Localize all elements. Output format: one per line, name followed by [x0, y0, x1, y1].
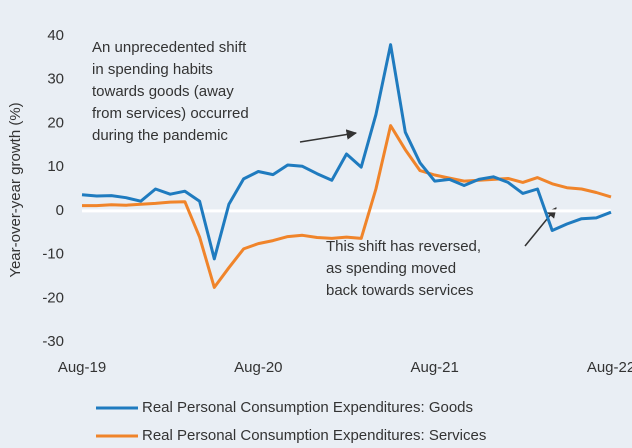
y-tick-label: 30 — [47, 71, 64, 88]
annotation: An unprecedented shift — [92, 39, 247, 56]
x-tick-label: Aug-22 — [587, 359, 632, 376]
y-tick-label: 10 — [47, 158, 64, 175]
legend-label: Real Personal Consumption Expenditures: … — [142, 427, 486, 444]
annotation: towards goods (away — [92, 83, 234, 100]
y-tick-label: 40 — [47, 27, 64, 44]
y-tick-label: -30 — [42, 333, 64, 350]
arrow — [299, 129, 358, 143]
y-tick-label: -20 — [42, 289, 64, 306]
annotation: during the pandemic — [92, 127, 228, 144]
x-tick-label: Aug-20 — [234, 359, 282, 376]
annotation: back towards services — [326, 282, 474, 299]
annotation: in spending habits — [92, 61, 213, 78]
annotation: as spending moved — [326, 260, 456, 277]
y-tick-label: 20 — [47, 114, 64, 131]
annotation: This shift has reversed, — [326, 238, 481, 255]
x-tick-label: Aug-19 — [58, 359, 106, 376]
legend-label: Real Personal Consumption Expenditures: … — [142, 399, 473, 416]
arrow — [524, 207, 557, 247]
y-tick-label: 0 — [56, 202, 64, 219]
series-line — [81, 43, 612, 261]
y-axis-label: Year-over-year growth (%) — [7, 102, 24, 277]
annotation: from services) occurred — [92, 105, 249, 122]
series-line — [82, 124, 612, 289]
x-tick-label: Aug-21 — [410, 359, 458, 376]
y-tick-label: -10 — [42, 246, 64, 263]
